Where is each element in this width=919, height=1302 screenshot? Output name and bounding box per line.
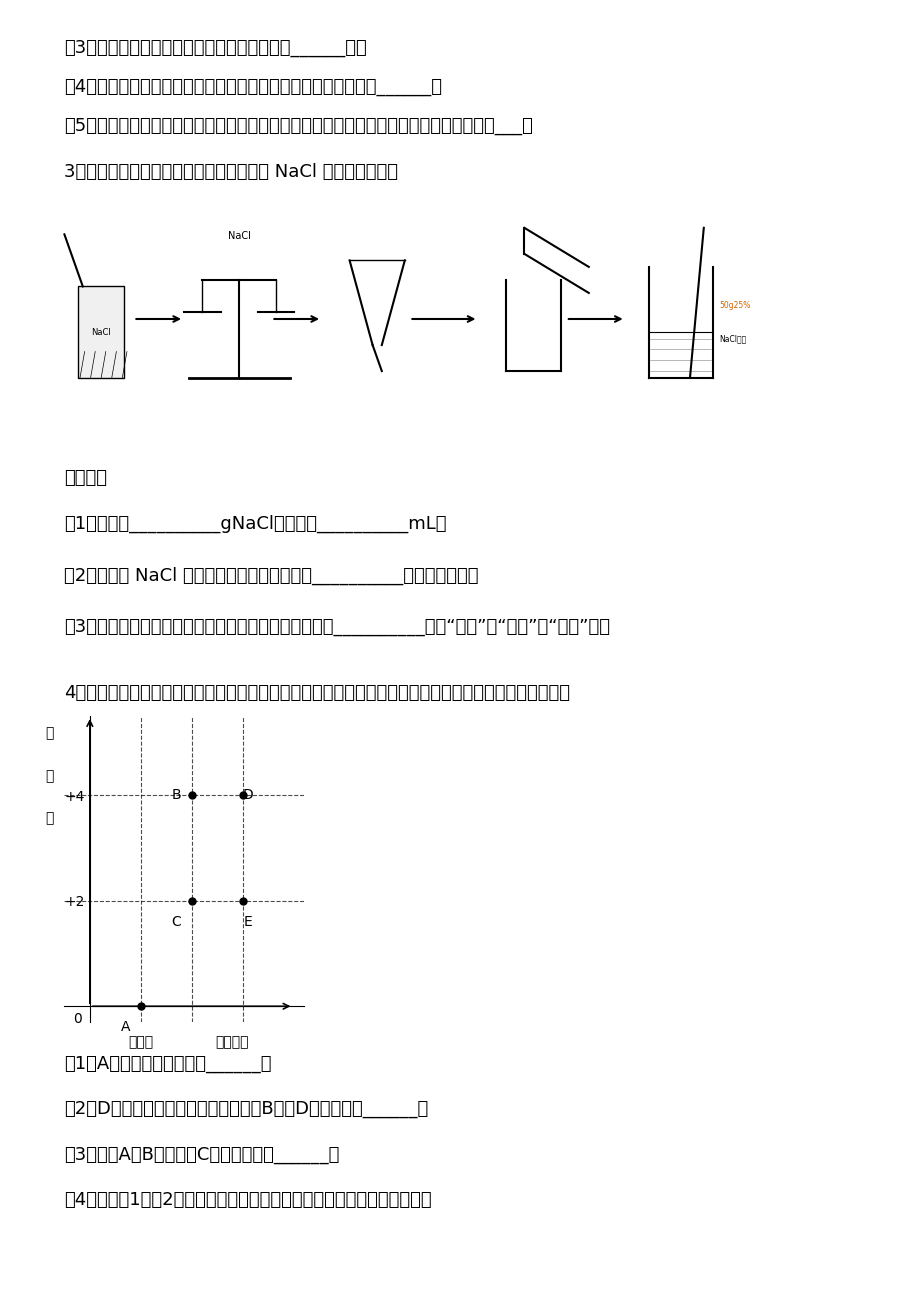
Text: 50g25%: 50g25% [719,302,750,310]
Text: 填空。: 填空。 [64,717,96,736]
Text: C: C [171,915,181,928]
Text: （2）若称量 NaCl 固体时指针向右偏转，则应__________直到天平平衡。: （2）若称量 NaCl 固体时指针向右偏转，则应__________直到天平平衡… [64,566,479,585]
Text: （1）A点表示的物质类别是______。: （1）A点表示的物质类别是______。 [64,1055,272,1073]
Text: B: B [171,788,181,802]
Text: 4、以化合价为纵坐标，物质的类别为横坐标所绘制的图象叫价类图，如图为砖的价类图，请根据图中信息: 4、以化合价为纵坐标，物质的类别为横坐标所绘制的图象叫价类图，如图为砖的价类图，… [64,684,570,702]
Text: A: A [120,1021,130,1034]
Text: D: D [242,788,253,802]
Text: （1）应称量__________gNaCl，需加水__________mL。: （1）应称量__________gNaCl，需加水__________mL。 [64,514,447,533]
Text: （3）生活中铜用做导线，利用了铜的延展性和______性。: （3）生活中铜用做导线，利用了铜的延展性和______性。 [64,39,367,57]
Text: NaCl溶液: NaCl溶液 [719,335,746,342]
Text: （3）写出A与B反应生成C的化学方程式______。: （3）写出A与B反应生成C的化学方程式______。 [64,1146,339,1164]
FancyBboxPatch shape [78,286,124,378]
Text: NaCl: NaCl [228,230,250,241]
Text: 0: 0 [73,1013,82,1026]
Text: NaCl: NaCl [91,328,111,336]
Text: E: E [243,915,252,928]
Text: 化: 化 [45,727,53,741]
Text: 物质类别: 物质类别 [215,1035,249,1049]
Text: （4）嗝了汽水后常常会打嗝，说明气体溶解度随着温度的升高而______。: （4）嗝了汽水后常常会打嗝，说明气体溶解度随着温度的升高而______。 [64,78,442,96]
Text: 请回答：: 请回答： [64,469,108,487]
Text: （5）扑灭森林火灾的有效方法之一，是将大火蔓延路线前的一片树木砗掉。其灭火原理是___。: （5）扑灭森林火灾的有效方法之一，是将大火蔓延路线前的一片树木砗掉。其灭火原理是… [64,117,533,135]
Text: 价: 价 [45,811,53,825]
Text: （2）D点表示的物质在常温下易分解为B，则D的化学式为______。: （2）D点表示的物质在常温下易分解为B，则D的化学式为______。 [64,1100,428,1118]
Text: 氧化物: 氧化物 [128,1035,153,1049]
Text: 合: 合 [45,769,53,783]
Text: （3）若量取水时，俧视读数，配出的溶液的溶质质量数__________（填“偏大”或“偏小”或“不变”）。: （3）若量取水时，俧视读数，配出的溶液的溶质质量数__________（填“偏大… [64,618,609,637]
Text: （4）根据图1、图2中三种固体物质的溶解度曲线回答问题（水为溶剑）。: （4）根据图1、图2中三种固体物质的溶解度曲线回答问题（水为溶剑）。 [64,1191,432,1210]
Text: 3、下图是实验室配制一定溶质质量分数的 NaCl 溶液的流程图。: 3、下图是实验室配制一定溶质质量分数的 NaCl 溶液的流程图。 [64,163,398,181]
